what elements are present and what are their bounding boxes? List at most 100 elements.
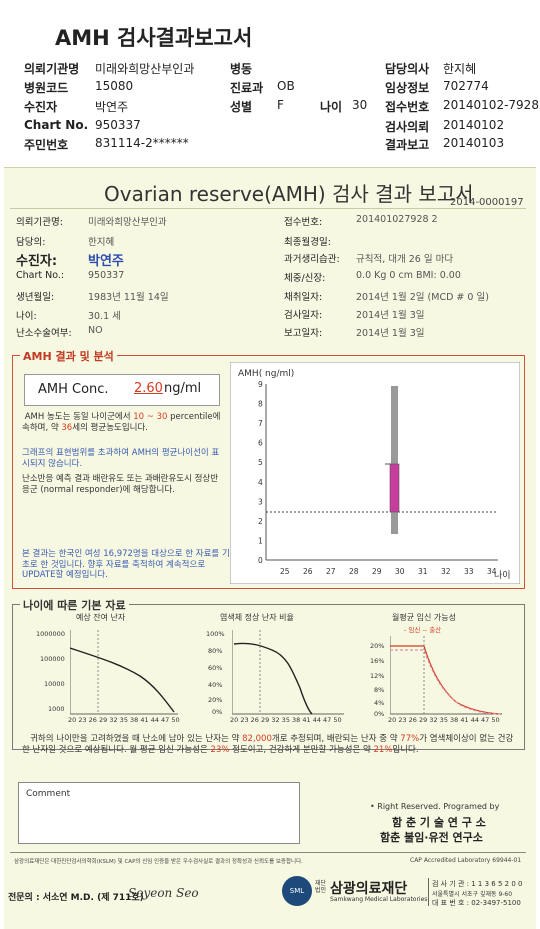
amh-y-tick: 5 <box>258 458 263 467</box>
preg-y-1: 20% <box>370 642 385 650</box>
eggs-curve <box>70 630 178 715</box>
preg-y-2: 16% <box>370 657 385 665</box>
eggs-y-3: 10000 <box>44 680 65 688</box>
amh-y-tick: 8 <box>258 400 263 409</box>
cap-text: CAP Accredited Laboratory 69944-01 <box>410 857 522 864</box>
eggs-chart-title: 예상 잔여 난자 <box>76 613 126 622</box>
header-value-ssn: 831114-2****** <box>95 136 189 150</box>
header-value-age: 30 <box>352 98 368 112</box>
info-line-1: 검 사 기 관 : 1 1 3 6 5 2 0 0 <box>432 880 523 888</box>
info-value-collect: 2014년 1월 2일 (MCD # 0 일) <box>356 292 489 303</box>
amh-y-tick: 3 <box>258 497 263 506</box>
header-value-receipt: 20140102-79282 <box>443 98 540 112</box>
amh-y-tick: 1 <box>258 536 263 545</box>
header-field-doctor: 담당의사 <box>385 62 430 76</box>
header-value-chart: 950337 <box>95 118 141 132</box>
info-label-age: 나이: <box>16 311 37 322</box>
chrom-y-4: 40% <box>208 681 223 689</box>
eggs-y-1: 1000000 <box>36 630 65 638</box>
header-field-hospital-code: 병원코드 <box>24 81 69 95</box>
info-label-patient: 수진자: <box>16 254 58 269</box>
doc-code: 2014-0000197 <box>450 197 524 208</box>
chrom-y-3: 60% <box>208 664 223 672</box>
amh-y-tick: 9 <box>258 380 263 389</box>
page-title: AMH 검사결과보고서 <box>55 26 253 50</box>
comment-box[interactable] <box>18 782 300 844</box>
org-en: Samkwang Medical Laboratories <box>330 896 428 903</box>
info-label-test: 검사일자: <box>284 310 323 321</box>
amh-section-title: AMH 결과 및 분석 <box>20 348 117 364</box>
doctor-signature: Soyeon Seo <box>128 886 199 900</box>
amh-response-note: 난소반응 예측 결과 배란유도 또는 과배란유도시 정상반응군 (normal … <box>22 474 219 495</box>
header-value-clinical: 702774 <box>443 79 489 93</box>
chrom-y-2: 80% <box>208 647 223 655</box>
amh-graph-note: 그래프의 표현범위를 초과하여 AMH의 평균나이선이 표시되지 않습니다. <box>22 448 220 469</box>
age-section-title: 나이에 따른 기본 자료 <box>20 597 129 613</box>
info-label-cycle: 과거생리습관: <box>284 254 340 265</box>
amh-x-tick: 34 <box>487 567 497 576</box>
amh-conc-value: 2.60 <box>134 381 163 396</box>
header-value-institution: 미래와희망산부인과 <box>95 62 195 76</box>
pregnancy-chart-title: 월평균 임신 가능성 <box>392 613 456 622</box>
header-field-age: 나이 <box>320 100 343 114</box>
info-label-collect: 채취일자: <box>284 292 323 303</box>
header-value-dept: OB <box>277 79 295 93</box>
divider <box>10 208 526 209</box>
header-field-sex: 성별 <box>230 100 253 114</box>
amh-chart-xlabel: 나이 <box>494 570 511 581</box>
amh-conc-box <box>24 374 220 406</box>
info-label-receipt: 접수번호: <box>284 217 323 228</box>
amh-x-tick: 29 <box>372 567 382 576</box>
amh-y-tick: 6 <box>258 439 263 448</box>
header-value-result: 20140103 <box>443 136 505 150</box>
amh-x-tick: 28 <box>349 567 359 576</box>
amh-interpretation: AMH 농도는 동일 나이군에서 10 ~ 30 percentile에 속하며… <box>22 412 221 433</box>
header-field-ssn: 주민번호 <box>24 138 69 152</box>
eggs-chart: 예상 잔여 난자 1000000 100000 10000 1000 20 23… <box>30 612 186 724</box>
header-value-hospital-code: 15080 <box>95 79 134 93</box>
amh-data-note: 본 결과는 한국인 여성 16,972명을 대상으로 한 자료를 기초로 한 것… <box>22 549 230 580</box>
header-field-ward: 병동 <box>230 62 253 76</box>
info-value-dob: 1983년 11월 14일 <box>88 292 169 303</box>
footer-divider <box>10 852 526 853</box>
header-field-result: 결과보고 <box>385 138 430 152</box>
info-value-report: 2014년 1월 3일 <box>356 328 425 339</box>
amh-x-tick: 31 <box>418 567 428 576</box>
header-field-receipt: 접수번호 <box>385 100 430 114</box>
org-name: 삼광의료재단 <box>330 881 408 897</box>
pregnancy-chart: 월평균 임신 가능성 - 임신 -- 출산 20% 16% 12% 8% 4% … <box>360 612 516 724</box>
info-value-patient: 박연주 <box>88 254 124 269</box>
header-value-sex: F <box>277 98 284 112</box>
pregnancy-curve <box>390 636 502 715</box>
amh-y-tick: 2 <box>258 517 263 526</box>
amh-age-range-bar <box>391 386 398 534</box>
info-value-chart: 950337 <box>88 270 125 281</box>
age-summary: 귀하의 나이만을 고려하였을 때 난소에 남아 있는 난자는 약 82,000개… <box>22 734 514 755</box>
chrom-y-5: 20% <box>208 696 223 704</box>
preg-y-6: 0% <box>374 710 385 718</box>
rights-text: • Right Reserved. Programed by <box>370 802 500 811</box>
amh-x-tick: 25 <box>280 567 290 576</box>
info-value-surgery: NO <box>88 325 103 336</box>
amh-chart-ylabel: AMH( ng/ml) <box>238 369 294 379</box>
amh-x-tick: 30 <box>395 567 405 576</box>
eggs-y-4: 1000 <box>48 705 65 713</box>
info-value-cycle: 규칙적, 대개 26 일 마다 <box>356 254 454 265</box>
amh-x-tick: 33 <box>464 567 474 576</box>
amh-y-tick: 7 <box>258 419 263 428</box>
header-field-dept: 진료과 <box>230 81 264 95</box>
org-small: 재단법인 <box>315 880 327 894</box>
info-label-doctor: 담당의: <box>16 237 46 248</box>
info-value-receipt: 201401027928 2 <box>356 214 438 225</box>
footer-vdivider <box>428 878 429 906</box>
report-title: Ovarian reserve(AMH) 검사 결과 보고서 <box>104 182 474 206</box>
info-label-surgery: 난소수술여부: <box>16 328 72 339</box>
chromosome-chart-title: 염색체 정상 난자 비율 <box>220 613 294 622</box>
preg-x-ticks: 20 23 26 29 32 35 38 41 44 47 50 <box>388 716 500 724</box>
amh-y-tick: 0 <box>258 556 263 565</box>
amh-chart-frame <box>230 362 520 584</box>
info-value-weight: 0.0 Kg 0 cm BMI: 0.00 <box>356 270 461 281</box>
header-value-patient: 박연주 <box>95 100 129 114</box>
lab-name-1: 함 춘 기 술 연 구 소 <box>392 816 486 829</box>
